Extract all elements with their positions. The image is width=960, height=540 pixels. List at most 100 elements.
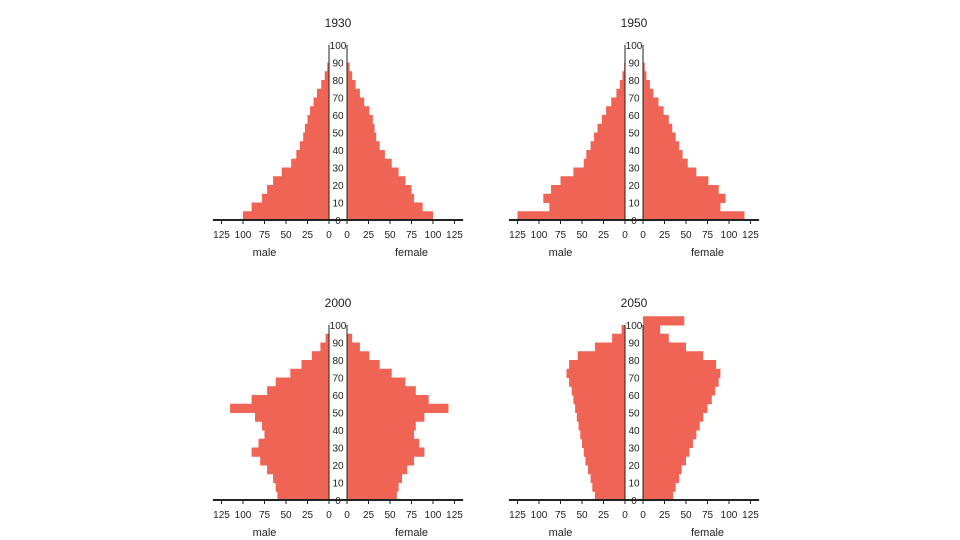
age-tick-label: 10 (628, 479, 640, 490)
chart-title: 1950 (621, 16, 648, 30)
x-tick-label-male: 75 (555, 510, 567, 521)
age-tick-label: 80 (628, 76, 640, 87)
female-bar-age-30 (347, 438, 420, 448)
male-bar-age-70 (290, 368, 329, 378)
male-bar-age-65 (313, 97, 329, 107)
age-tick-label: 70 (628, 94, 640, 105)
xlabel-female: female (691, 247, 724, 259)
male-bar-age-0 (594, 491, 625, 501)
male-bar-age-35 (580, 430, 625, 440)
male-bar-age-60 (606, 106, 625, 116)
female-bar-age-20 (347, 456, 415, 466)
male-bar-age-40 (299, 141, 329, 151)
x-tick-label-male: 50 (280, 230, 292, 241)
male-bar-age-0 (517, 211, 625, 221)
age-tick-label: 10 (628, 199, 640, 210)
female-bar-age-30 (347, 158, 392, 168)
female-bar-age-60 (347, 386, 416, 396)
male-bar-age-50 (304, 123, 329, 133)
female-bar-age-15 (347, 465, 408, 475)
male-bar-age-10 (590, 473, 625, 483)
x-tick-label-female: 125 (446, 230, 463, 241)
male-bar-age-0 (277, 491, 329, 501)
x-tick-label-male: 25 (598, 510, 610, 521)
x-tick-label-female: 0 (344, 510, 350, 521)
male-bar-age-20 (560, 176, 625, 186)
age-tick-label: 50 (628, 409, 640, 420)
x-tick-label-male: 25 (302, 510, 314, 521)
male-bar-age-30 (582, 438, 625, 448)
female-bar-age-55 (347, 115, 373, 125)
female-bar-age-75 (347, 360, 380, 370)
female-bar-age-40 (643, 141, 680, 151)
female-bar-age-70 (347, 88, 360, 98)
age-tick-label: 30 (628, 164, 640, 175)
x-tick-label-female: 50 (384, 510, 396, 521)
chart-title: 2050 (621, 296, 648, 310)
x-tick-label-male: 125 (213, 510, 230, 521)
age-tick-label: 90 (332, 59, 344, 70)
female-bar-age-5 (643, 482, 676, 492)
x-tick-label-female: 125 (446, 510, 463, 521)
female-bar-age-75 (643, 360, 717, 370)
male-bar-age-15 (267, 465, 329, 475)
x-tick-label-female: 100 (721, 510, 738, 521)
male-bar-age-30 (291, 158, 329, 168)
x-tick-label-male: 25 (598, 230, 610, 241)
x-tick-label-male: 0 (622, 510, 628, 521)
age-tick-label: 10 (332, 199, 344, 210)
male-bar-age-25 (583, 447, 625, 457)
xlabel-female: female (395, 247, 428, 259)
female-bar-age-0 (347, 491, 397, 501)
female-bar-age-80 (643, 351, 704, 361)
age-tick-label: 70 (628, 374, 640, 385)
age-tick-label: 100 (626, 321, 643, 332)
female-bar-age-55 (643, 395, 712, 405)
x-tick-label-female: 100 (425, 510, 442, 521)
female-bar-age-20 (347, 176, 406, 186)
male-bar-age-90 (325, 333, 329, 343)
age-tick-label: 30 (332, 444, 344, 455)
male-bar-age-5 (251, 202, 329, 212)
xlabel-male: male (253, 247, 277, 259)
male-bar-age-30 (583, 158, 625, 168)
male-bar-age-5 (592, 482, 625, 492)
x-tick-label-male: 0 (326, 230, 332, 241)
age-tick-label: 0 (335, 496, 341, 507)
female-bar-age-85 (643, 62, 645, 72)
male-bar-age-55 (573, 395, 625, 405)
x-tick-label-male: 125 (509, 230, 526, 241)
male-bar-age-5 (275, 482, 329, 492)
male-bar-age-25 (281, 167, 329, 177)
female-bar-age-75 (643, 80, 650, 90)
xlabel-male: male (549, 247, 573, 259)
female-bar-age-55 (643, 115, 669, 125)
x-tick-label-female: 0 (640, 230, 646, 241)
female-bar-age-70 (643, 368, 721, 378)
age-tick-label: 30 (628, 444, 640, 455)
female-bar-age-85 (347, 62, 350, 72)
male-bar-age-55 (251, 395, 329, 405)
female-bar-age-35 (347, 150, 385, 160)
female-bar-age-95 (643, 325, 661, 335)
x-tick-label-female: 100 (425, 230, 442, 241)
male-bar-age-15 (267, 185, 329, 195)
x-tick-label-male: 125 (509, 510, 526, 521)
male-bar-age-95 (621, 325, 625, 335)
male-bar-age-85 (320, 342, 329, 352)
female-bar-age-65 (643, 97, 659, 107)
male-bar-age-55 (601, 115, 625, 125)
x-tick-label-female: 75 (406, 510, 418, 521)
male-bar-age-70 (616, 88, 625, 98)
female-bar-age-50 (347, 123, 375, 133)
x-tick-label-female: 0 (640, 510, 646, 521)
age-tick-label: 60 (628, 391, 640, 402)
female-bar-age-15 (347, 185, 412, 195)
female-bar-age-65 (347, 377, 406, 387)
female-bar-age-35 (643, 430, 697, 440)
male-bar-age-80 (324, 71, 329, 81)
female-bar-age-50 (643, 403, 708, 413)
x-tick-label-male: 75 (555, 230, 567, 241)
female-bar-age-85 (347, 342, 360, 352)
